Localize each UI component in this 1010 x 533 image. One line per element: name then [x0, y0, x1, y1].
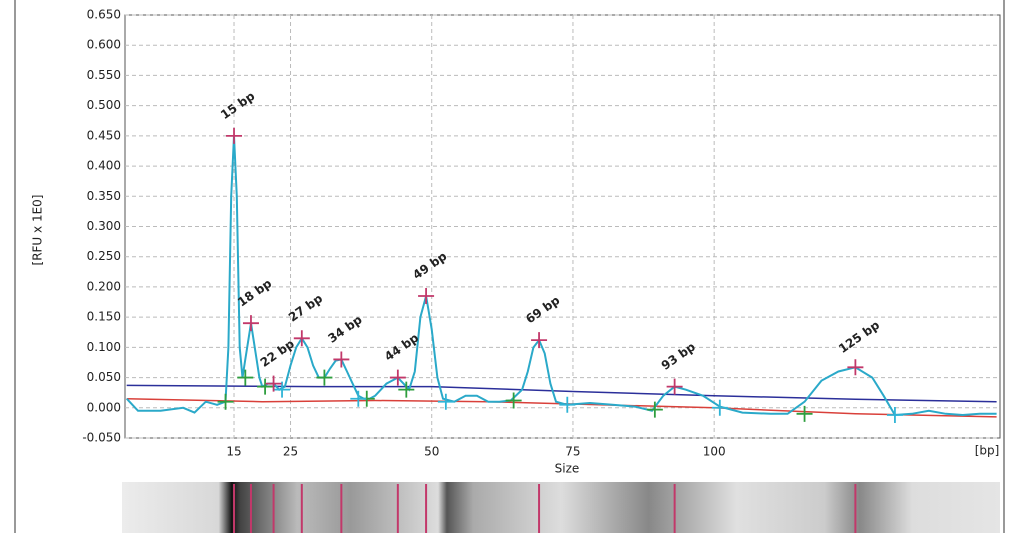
y-tick-label: 0.450 [87, 128, 121, 142]
boundary-marker [350, 391, 366, 407]
x-tick-label: 15 [226, 445, 241, 459]
y-tick-label: 0.350 [87, 189, 121, 203]
boundary-marker [316, 370, 332, 386]
peak-label: 18 bp [235, 276, 275, 310]
boundary-marker [887, 407, 903, 423]
y-tick-label: 0.250 [87, 249, 121, 263]
peak-label: 69 bp [523, 293, 563, 327]
peak-marker [226, 128, 242, 144]
trace [127, 385, 997, 401]
y-axis-label: [RFU x 1E0] [31, 195, 45, 266]
peak-marker [294, 330, 310, 346]
boundary-marker [506, 393, 522, 409]
x-tick-label: 25 [283, 445, 298, 459]
y-tick-label: 0.500 [87, 98, 121, 112]
y-tick-label: 0.000 [87, 400, 121, 414]
peak-label: 49 bp [410, 249, 450, 283]
y-tick-label: 0.400 [87, 159, 121, 173]
y-tick-label: 0.150 [87, 310, 121, 324]
y-tick-label: 0.600 [87, 38, 121, 52]
x-axis-label: Size [555, 462, 580, 476]
boundary-marker [647, 402, 663, 418]
x-tick-label: 50 [424, 445, 439, 459]
x-tick-label: 100 [703, 445, 726, 459]
y-tick-label: -0.050 [82, 431, 121, 445]
trace [127, 136, 997, 415]
chart: [RFU x 1E0] Size [bp] -0.050 0.000 0.050 0.… [0, 0, 1010, 533]
peak-label: 93 bp [659, 339, 699, 373]
y-tick-label: 0.100 [87, 340, 121, 354]
boundary-marker [237, 370, 253, 386]
x-unit: [bp] [975, 444, 1000, 458]
y-tick-label: 0.650 [87, 8, 121, 22]
y-tick-label: 0.300 [87, 219, 121, 233]
peak-marker [847, 359, 863, 375]
y-tick-label: 0.050 [87, 370, 121, 384]
peak-marker [333, 351, 349, 367]
x-tick-label: 75 [565, 445, 580, 459]
gel-strip [122, 482, 1000, 533]
y-tick-label: 0.200 [87, 279, 121, 293]
y-tick-label: 0.550 [87, 68, 121, 82]
peak-label: 125 bp [836, 318, 882, 356]
peak-label: 27 bp [286, 291, 326, 325]
